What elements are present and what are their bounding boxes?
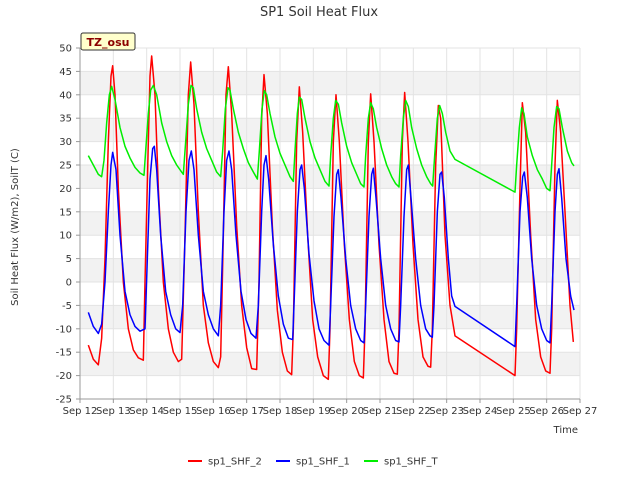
legend-label-sp1_SHF_1: sp1_SHF_1: [296, 457, 350, 468]
plot-band: [80, 48, 580, 72]
axis-layer: -25 -20 -15 -10 -5 0 5 10 15 20 25 30 35 40 45 50 Sep 12…: [56, 44, 598, 418]
y-tick-label: 15: [59, 207, 72, 218]
y-tick-label: -15: [56, 348, 72, 359]
legend: sp1_SHF_2 sp1_SHF_1 sp1_SHF_T: [188, 457, 439, 468]
x-tick-label: Sep 26: [529, 406, 564, 417]
chart-title: SP1 Soil Heat Flux: [260, 5, 378, 20]
x-tick-label: Sep 15: [163, 406, 198, 417]
x-tick-label: Sep 22: [396, 406, 431, 417]
x-tick-label: Sep 14: [129, 406, 164, 417]
x-tick-label: Sep 12: [63, 406, 98, 417]
series-line-sp1_SHF_1: [87, 145, 575, 348]
y-tick-label: -25: [56, 395, 72, 406]
y-tick-label: 45: [59, 67, 72, 78]
y-tick-label: -20: [56, 371, 72, 382]
plot-band: [80, 352, 580, 376]
timezone-annotation-label: TZ_osu: [87, 36, 130, 49]
x-axis-title: Time: [553, 425, 578, 436]
x-tick-label: Sep 20: [329, 406, 364, 417]
x-tick-label: Sep 19: [296, 406, 331, 417]
y-tick-label: 30: [59, 137, 72, 148]
series-layer: [87, 55, 575, 381]
plot-band: [80, 71, 580, 95]
series-line-sp1_SHF_T: [87, 84, 575, 193]
x-tick-label: Sep 13: [96, 406, 131, 417]
plot-band: [80, 188, 580, 212]
y-tick-label: 25: [59, 161, 72, 172]
x-tick-label: Sep 24: [463, 406, 498, 417]
plot-band: [80, 211, 580, 236]
x-tick-label: Sep 25: [496, 406, 531, 417]
plot-band: [80, 94, 580, 119]
timezone-annotation-box: [80, 32, 136, 51]
y-tick-label: 20: [59, 184, 72, 195]
x-tick-label: Sep 21: [363, 406, 398, 417]
plot-bands: [80, 48, 580, 399]
y-tick-label: 10: [59, 231, 72, 242]
y-tick-label: -10: [56, 324, 72, 335]
y-tick-label: 40: [59, 90, 72, 101]
y-axis-title: Soil Heat Flux (W/m2), SoilT (C): [10, 148, 21, 306]
y-tick-label: 0: [66, 278, 72, 289]
plot-band: [80, 258, 580, 282]
y-tick-label: 35: [59, 114, 72, 125]
plot-band: [80, 235, 580, 259]
x-tick-label: Sep 17: [229, 406, 264, 417]
x-tick-label: Sep 23: [429, 406, 464, 417]
plot-band: [80, 375, 580, 399]
y-tick-label: 50: [59, 44, 72, 55]
x-tick-label: Sep 27: [563, 406, 598, 417]
legend-label-sp1_SHF_2: sp1_SHF_2: [208, 457, 262, 468]
x-tick-label: Sep 18: [263, 406, 298, 417]
y-tick-label: 5: [66, 254, 72, 265]
y-tick-label: -5: [62, 301, 72, 312]
legend-label-sp1_SHF_T: sp1_SHF_T: [384, 457, 439, 468]
timezone-annotation: TZ_osu: [80, 32, 136, 51]
x-tick-label: Sep 16: [196, 406, 231, 417]
plot-band: [80, 118, 580, 142]
